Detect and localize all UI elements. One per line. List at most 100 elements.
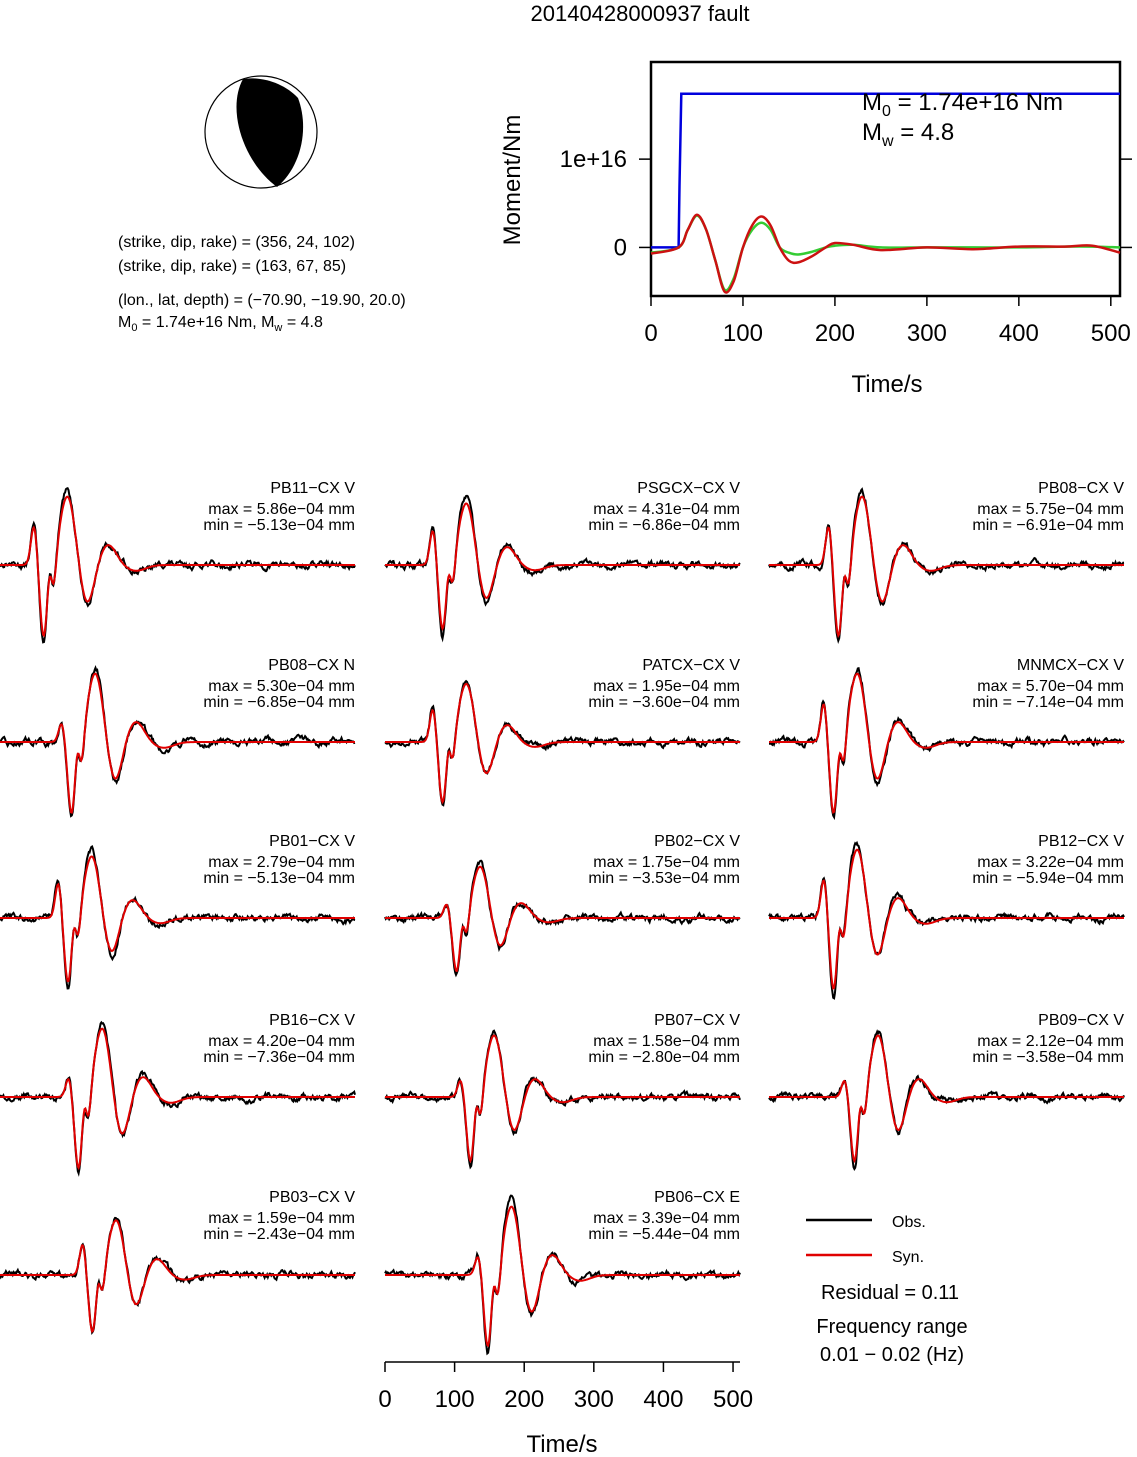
moment-series-0 <box>651 92 1120 249</box>
station-name: PB08−CX V <box>1038 480 1124 497</box>
synthetic-trace <box>0 855 355 983</box>
station-name: PB09−CX V <box>1038 1012 1124 1029</box>
synthetic-trace <box>769 672 1124 815</box>
moment-xtick-label: 300 <box>907 320 947 347</box>
station-name: PB06−CX E <box>654 1189 740 1206</box>
station-min: min = −5.44e−04 mm <box>588 1226 740 1243</box>
station-max: max = 1.75e−04 mm <box>593 854 740 871</box>
station-max: max = 4.20e−04 mm <box>208 1033 355 1050</box>
synthetic-trace <box>0 495 355 638</box>
station-min: min = −7.14e−04 mm <box>972 694 1124 711</box>
station-min: min = −5.94e−04 mm <box>972 870 1124 887</box>
station-name: PB08−CX N <box>268 657 355 674</box>
station-min: min = −3.53e−04 mm <box>588 870 740 887</box>
residual-label: Residual = 0.11 <box>821 1282 959 1304</box>
frequency-range-label: Frequency range <box>816 1316 967 1338</box>
station-max: max = 5.70e−04 mm <box>977 678 1124 695</box>
synthetic-trace <box>385 865 740 973</box>
waveform-xtick-label: 100 <box>435 1386 475 1413</box>
moment-annotation-m0: M0 = 1.74e+16 Nm <box>862 89 1063 120</box>
legend-syn-label: Syn. <box>892 1249 924 1266</box>
station-min: min = −3.60e−04 mm <box>588 694 740 711</box>
station-min: min = −6.91e−04 mm <box>972 517 1124 534</box>
moment-series-2 <box>650 213 1121 294</box>
station-max: max = 2.12e−04 mm <box>977 1033 1124 1050</box>
station-min: min = −3.58e−04 mm <box>972 1049 1124 1066</box>
station-name: MNMCX−CX V <box>1017 657 1124 674</box>
station-max: max = 1.58e−04 mm <box>593 1033 740 1050</box>
moment-xtick-label: 500 <box>1091 320 1131 347</box>
synthetic-trace <box>769 848 1124 991</box>
station-min: min = −5.13e−04 mm <box>203 517 355 534</box>
moment-series <box>650 92 1121 294</box>
station-min: min = −2.80e−04 mm <box>588 1049 740 1066</box>
observed-trace <box>384 1029 741 1170</box>
moment-annotation-mw: Mw = 4.8 <box>862 119 954 150</box>
synthetic-trace <box>385 1205 740 1348</box>
frequency-range-value: 0.01 − 0.02 (Hz) <box>820 1344 964 1366</box>
moment-ytick-label: 0 <box>614 234 627 261</box>
station-name: PB11−CX V <box>270 480 355 497</box>
moment-xtick-label: 200 <box>815 320 855 347</box>
waveform-xlabel: Time/s <box>526 1431 597 1457</box>
waveform-legend: Obs. Syn. Residual = 0.11 Frequency rang… <box>806 1214 968 1366</box>
station-name: PATCX−CX V <box>642 657 740 674</box>
focal-mechanism-beachball <box>204 75 318 189</box>
synthetic-trace <box>0 1027 355 1171</box>
station-max: max = 1.95e−04 mm <box>593 678 740 695</box>
synthetic-trace <box>769 1034 1124 1164</box>
station-name: PB01−CX V <box>269 833 355 850</box>
station-name: PB02−CX V <box>654 833 740 850</box>
synthetic-trace <box>769 495 1124 639</box>
mechanism-plane1: (strike, dip, rake) = (356, 24, 102) <box>118 234 355 251</box>
station-max: max = 3.22e−04 mm <box>977 854 1124 871</box>
station-name: PSGCX−CX V <box>637 480 740 497</box>
waveform-time-axis: 0 100 200 300 400 500 <box>378 1361 753 1413</box>
station-name: PB03−CX V <box>269 1189 355 1206</box>
mechanism-plane2: (strike, dip, rake) = (163, 67, 85) <box>118 258 346 275</box>
station-name: PB07−CX V <box>654 1012 740 1029</box>
station-max: max = 5.75e−04 mm <box>977 501 1124 518</box>
station-max: max = 5.30e−04 mm <box>208 678 355 695</box>
observed-trace <box>768 487 1125 645</box>
station-max: max = 3.39e−04 mm <box>593 1210 740 1227</box>
station-max: max = 1.59e−04 mm <box>208 1210 355 1227</box>
waveform-xtick-label: 500 <box>713 1386 753 1413</box>
mechanism-location: (lon., lat, depth) = (−70.90, −19.90, 20… <box>118 292 406 309</box>
waveform-xtick-label: 300 <box>574 1386 614 1413</box>
moment-xtick-label: 400 <box>999 320 1039 347</box>
moment-xtick-label: 100 <box>723 320 763 347</box>
mechanism-parameters: (strike, dip, rake) = (356, 24, 102) (st… <box>118 234 406 334</box>
moment-axes: 0 100 200 300 400 500 0 1e+16 <box>560 146 1132 347</box>
station-max: max = 2.79e−04 mm <box>208 854 355 871</box>
station-min: min = −6.86e−04 mm <box>588 517 740 534</box>
waveform-xtick-label: 200 <box>504 1386 544 1413</box>
synthetic-trace <box>385 502 740 631</box>
waveform-xtick-label: 400 <box>643 1386 683 1413</box>
station-name: PB16−CX V <box>269 1012 355 1029</box>
station-max: max = 5.86e−04 mm <box>208 501 355 518</box>
moment-plot-frame <box>649 60 1122 298</box>
station-name: PB12−CX V <box>1038 833 1124 850</box>
waveform-xtick-label: 0 <box>378 1386 391 1413</box>
figure-title: 20140428000937 fault <box>531 1 750 26</box>
station-min: min = −7.36e−04 mm <box>203 1049 355 1066</box>
legend-obs-label: Obs. <box>892 1214 926 1231</box>
mechanism-magnitude: M0 = 1.74e+16 Nm, Mw = 4.8 <box>118 314 323 334</box>
station-min: min = −6.85e−04 mm <box>203 694 355 711</box>
